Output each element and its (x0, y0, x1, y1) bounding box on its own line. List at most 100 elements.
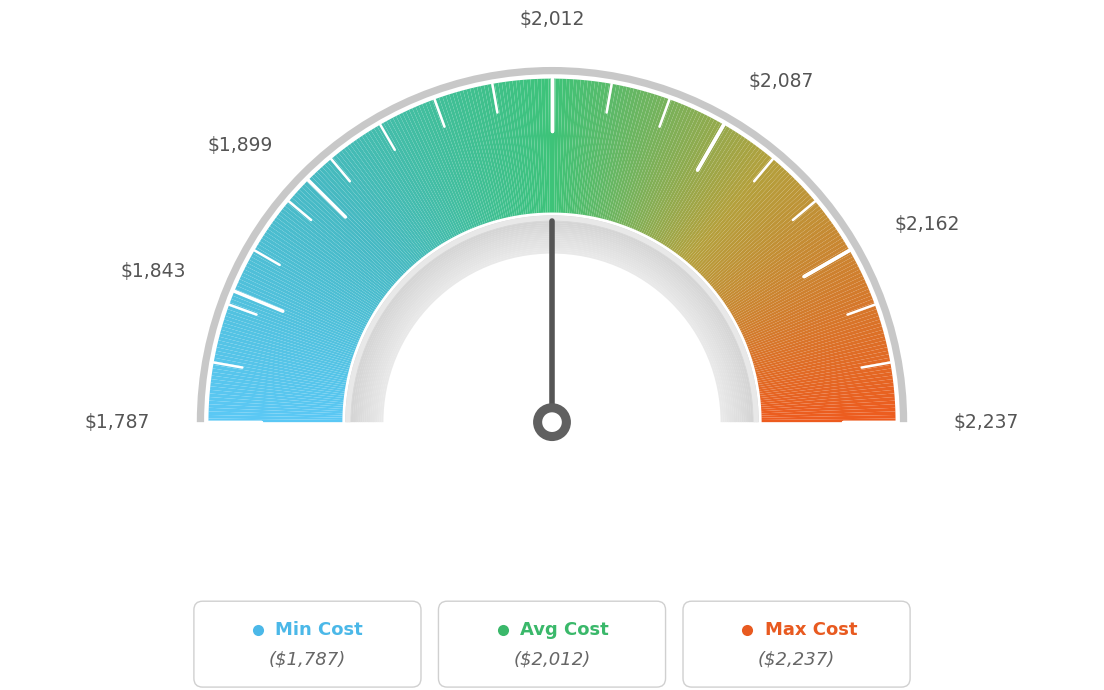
Wedge shape (197, 67, 907, 422)
Wedge shape (280, 209, 388, 294)
Wedge shape (506, 81, 526, 215)
Wedge shape (668, 136, 745, 249)
Wedge shape (433, 99, 481, 226)
Wedge shape (652, 121, 721, 239)
Wedge shape (336, 153, 422, 259)
Wedge shape (217, 340, 349, 374)
Wedge shape (645, 115, 708, 235)
Wedge shape (655, 123, 724, 241)
Wedge shape (583, 82, 606, 215)
Text: ($1,787): ($1,787) (268, 650, 346, 668)
Wedge shape (635, 107, 692, 230)
Wedge shape (224, 316, 352, 359)
Wedge shape (274, 217, 384, 299)
Wedge shape (341, 148, 425, 257)
Wedge shape (716, 209, 824, 294)
Wedge shape (722, 220, 832, 301)
Wedge shape (484, 85, 512, 217)
Wedge shape (742, 276, 864, 335)
Wedge shape (214, 358, 346, 385)
Wedge shape (346, 215, 758, 422)
Wedge shape (570, 80, 584, 213)
Wedge shape (549, 79, 552, 213)
Wedge shape (703, 184, 803, 279)
Wedge shape (659, 126, 730, 243)
Wedge shape (453, 92, 493, 221)
Wedge shape (367, 236, 737, 422)
Text: $2,087: $2,087 (749, 72, 814, 91)
Polygon shape (551, 221, 553, 434)
Wedge shape (760, 375, 893, 396)
Wedge shape (743, 279, 866, 337)
Wedge shape (749, 302, 875, 351)
Wedge shape (718, 212, 826, 295)
Wedge shape (212, 368, 344, 391)
Wedge shape (708, 193, 809, 284)
Wedge shape (459, 90, 498, 220)
Wedge shape (752, 316, 880, 359)
Wedge shape (422, 103, 475, 228)
Wedge shape (229, 302, 355, 351)
Wedge shape (477, 86, 509, 217)
Wedge shape (756, 344, 888, 377)
Wedge shape (258, 241, 374, 313)
Wedge shape (760, 379, 893, 398)
Wedge shape (225, 313, 353, 357)
Wedge shape (707, 190, 807, 282)
Wedge shape (697, 174, 793, 273)
Wedge shape (304, 181, 402, 277)
Wedge shape (364, 235, 740, 422)
Wedge shape (576, 81, 595, 214)
Wedge shape (253, 250, 371, 319)
Wedge shape (227, 306, 354, 353)
Wedge shape (670, 138, 749, 250)
Wedge shape (758, 362, 891, 387)
Wedge shape (209, 397, 343, 409)
Wedge shape (211, 383, 343, 400)
Wedge shape (243, 269, 364, 331)
Wedge shape (368, 130, 442, 245)
Wedge shape (495, 83, 519, 215)
Wedge shape (386, 119, 453, 239)
Wedge shape (315, 172, 408, 271)
Wedge shape (760, 372, 892, 394)
Wedge shape (617, 95, 661, 224)
Wedge shape (753, 326, 883, 366)
Wedge shape (436, 98, 484, 225)
Wedge shape (311, 174, 407, 273)
Wedge shape (644, 113, 704, 235)
Wedge shape (592, 85, 620, 217)
Wedge shape (604, 90, 641, 219)
Wedge shape (572, 80, 588, 214)
Wedge shape (733, 250, 851, 319)
Wedge shape (230, 299, 357, 349)
Text: Max Cost: Max Cost (765, 622, 857, 640)
Wedge shape (699, 177, 795, 274)
Wedge shape (724, 226, 836, 304)
Wedge shape (761, 390, 894, 404)
Wedge shape (233, 293, 358, 345)
Wedge shape (412, 107, 469, 230)
Wedge shape (625, 100, 676, 226)
Wedge shape (752, 319, 881, 362)
Wedge shape (297, 190, 397, 282)
Wedge shape (520, 80, 534, 213)
Wedge shape (272, 220, 382, 301)
Wedge shape (761, 393, 894, 407)
Wedge shape (761, 386, 894, 402)
Wedge shape (299, 187, 400, 280)
Wedge shape (383, 121, 452, 239)
Wedge shape (223, 319, 352, 362)
Wedge shape (480, 86, 510, 217)
Wedge shape (679, 148, 763, 257)
Wedge shape (746, 293, 871, 345)
Wedge shape (602, 88, 637, 219)
Wedge shape (689, 162, 779, 265)
Wedge shape (631, 104, 686, 229)
Wedge shape (371, 128, 444, 244)
Wedge shape (467, 88, 502, 219)
Wedge shape (213, 362, 346, 387)
Wedge shape (328, 160, 416, 264)
Wedge shape (756, 347, 888, 379)
Wedge shape (743, 282, 868, 339)
